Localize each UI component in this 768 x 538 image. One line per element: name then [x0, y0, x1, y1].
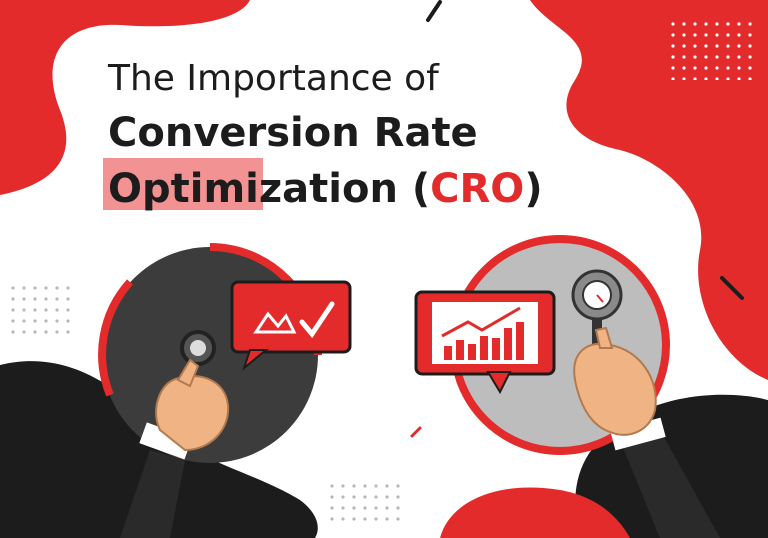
shape-path [441, 306, 521, 338]
left-hand [120, 358, 230, 538]
shape-path [573, 342, 657, 436]
dot-grid-top-right [668, 20, 758, 80]
title-line-2: Conversion Rate [108, 110, 478, 156]
title-text: Optimization ( [108, 166, 430, 212]
shape-g [444, 322, 524, 360]
shape-rect [456, 340, 464, 360]
dash-top [426, 0, 442, 22]
red-blob-top-left [0, 0, 250, 195]
left-ring-2 [98, 279, 133, 397]
red-blob-top-right [530, 0, 768, 380]
shape-path [253, 311, 297, 334]
shape-path [176, 358, 200, 388]
highlight-box [103, 158, 263, 210]
dot-grid-left [10, 285, 70, 335]
cross [612, 102, 642, 134]
right-hand [573, 326, 720, 538]
shape-rect [480, 336, 488, 360]
shape-path [120, 450, 185, 538]
shape-path [486, 371, 512, 395]
shape-rect [468, 344, 476, 360]
shape-rect [516, 322, 524, 360]
shape-circle [190, 340, 206, 356]
shape-rect [492, 338, 500, 360]
title-line-1: The Importance of [107, 58, 440, 99]
dash-right [720, 276, 744, 300]
right-bubble [414, 290, 556, 395]
shape-rect [610, 417, 666, 451]
shape-path [241, 349, 269, 371]
shape-rect [444, 346, 452, 360]
title-text-end: ) [524, 166, 542, 212]
dash-small [410, 426, 422, 438]
dot-grid-bottom [330, 480, 400, 525]
shape-rect [139, 422, 192, 460]
title-line-3: Optimization (CRO) [108, 166, 543, 212]
shape-rect [230, 280, 352, 354]
title-highlight: CRO [430, 166, 524, 212]
left-gear [180, 330, 216, 366]
red-blob-bottom [440, 487, 630, 538]
shape-line [596, 294, 604, 303]
shape-path [155, 375, 230, 452]
shape-path [299, 301, 335, 339]
shape-rect [504, 328, 512, 360]
shape-path [594, 326, 614, 349]
left-bubble [230, 280, 352, 371]
shape-path [620, 430, 720, 538]
